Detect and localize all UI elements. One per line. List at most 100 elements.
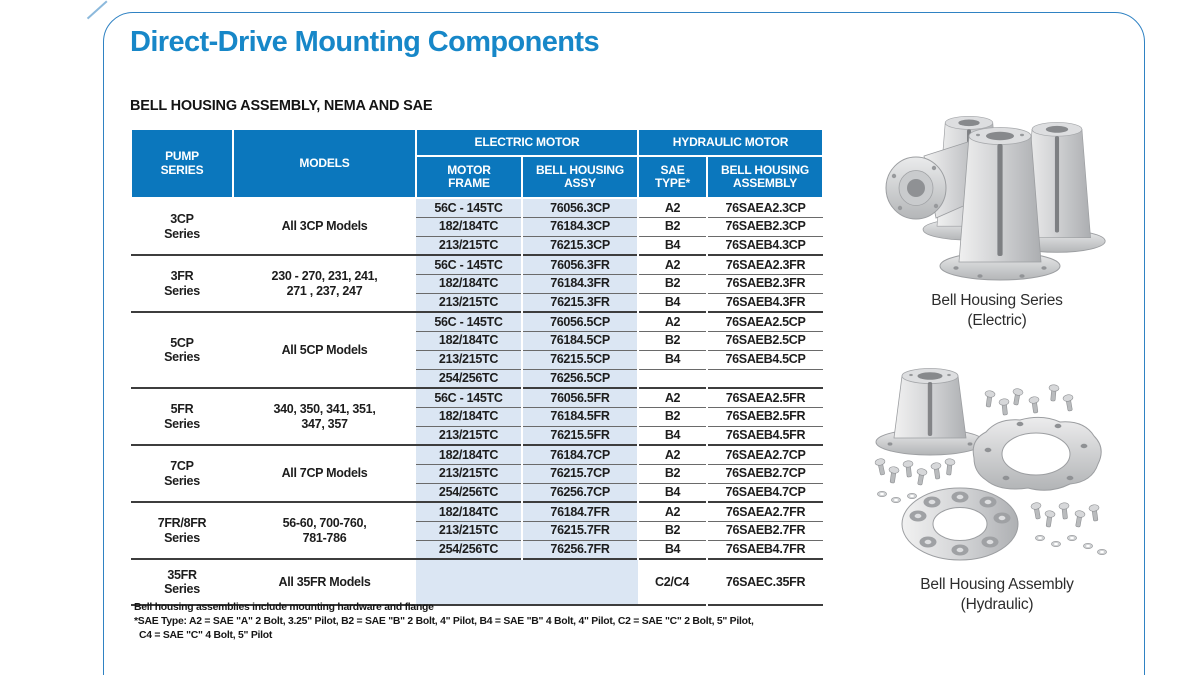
cell-bell-housing-assembly: 76SAEB2.3FR [707, 274, 824, 294]
table-row: 213/215TC 76215.5FR B4 76SAEB4.5FR [131, 426, 823, 445]
footnote-sae-type-cont: C4 = SAE "C" 4 Bolt, 5" Pilot [139, 629, 273, 641]
bell-housing-hydraulic-photo [874, 368, 1108, 561]
group-5cp: 5CP Series All 5CP Models 56C - 145TC 76… [131, 312, 824, 388]
cell-pump-series: 7FR/8FR Series [157, 516, 207, 545]
cell-sae-type: B2 [638, 521, 709, 541]
cell-bell-housing-assembly: 76SAEB4.3CP [725, 238, 806, 253]
cell-bell-housing-assy: 76256.7FR [522, 540, 640, 559]
cell-motor-frame: 213/215TC [416, 426, 523, 445]
cell-bell-housing-assy: 76215.3CP [522, 236, 640, 255]
header-bell-housing-assy: BELL HOUSING ASSY [520, 155, 640, 199]
table-row: 213/215TC 76215.5CP B4 76SAEB4.5CP [131, 350, 824, 370]
cell-bell-housing-assy: 76184.5CP [522, 331, 640, 351]
header-electric-motor: ELECTRIC MOTOR [414, 128, 640, 157]
cell-pump-series: 5FR Series [164, 402, 200, 431]
header-pump-series: PUMP SERIES [130, 128, 234, 199]
caption-electric-line1: Bell Housing Series [931, 292, 1063, 309]
cell-pump-series: 3CP Series [164, 212, 200, 241]
cell-motor-frame: 254/256TC [416, 369, 523, 388]
caption-hydraulic-line1: Bell Housing Assembly [920, 576, 1074, 593]
header-hydraulic-motor: HYDRAULIC MOTOR [637, 128, 825, 157]
cell-motor-frame: 56C - 145TC [416, 255, 523, 275]
table-row: 254/256TC 76256.7CP B4 76SAEB4.7CP [131, 483, 823, 502]
bell-housing-electric-photo [885, 115, 1106, 281]
cell-sae-type: B2 [638, 217, 709, 237]
cell-sae-type: B4 [638, 540, 709, 559]
cell-motor-frame: 213/215TC [416, 293, 523, 312]
cell-bell-housing-assembly: 76SAEA2.3FR [707, 255, 824, 275]
caption-electric: Bell Housing Series (Electric) [872, 291, 1122, 331]
cell-bell-housing-assembly: 76SAEB4.5FR [725, 428, 806, 443]
cell-sae-type: B2 [638, 464, 709, 484]
group-3cp: 3CP Series All 3CP Models 56C - 145TC 76… [131, 198, 824, 255]
cell-bell-housing-assy: 76056.3CP [522, 198, 640, 218]
cell-motor-frame: 182/184TC [416, 331, 523, 351]
cell-bell-housing-assy: 76184.7CP [522, 445, 640, 465]
cell-bell-housing-assembly: 76SAEC.35FR [725, 574, 806, 589]
cell-bell-housing-assy: 76215.3FR [522, 293, 640, 312]
cell-bell-housing-assy: 76215.5CP [522, 350, 640, 370]
cell-motor-frame: 182/184TC [416, 407, 523, 427]
cell-motor-frame-empty [416, 559, 639, 605]
header-motor-frame: MOTOR FRAME [415, 155, 523, 199]
cell-models: 230 - 270, 231, 241, 271 , 237, 247 [271, 269, 378, 298]
cell-bell-housing-assy: 76056.3FR [522, 255, 640, 275]
cell-motor-frame: 56C - 145TC [416, 388, 523, 408]
cell-sae-type: A2 [638, 312, 709, 332]
header-sae-type: SAE TYPE* [637, 155, 709, 199]
cell-motor-frame: 213/215TC [416, 521, 523, 541]
cell-sae-type: A2 [638, 502, 709, 522]
cell-models: All 7CP Models [281, 466, 368, 481]
cell-sae-type: A2 [638, 445, 709, 465]
cell-motor-frame: 254/256TC [416, 483, 523, 502]
cell-pump-series: 3FR Series [164, 269, 200, 298]
cell-bell-housing-assembly: 76SAEB4.7FR [725, 542, 806, 557]
cell-bell-housing-assy: 76056.5FR [522, 388, 640, 408]
cell-motor-frame: 56C - 145TC [416, 198, 523, 218]
cell-motor-frame: 182/184TC [416, 502, 523, 522]
cell-models: 56-60, 700-760, 781-786 [282, 516, 367, 545]
cell-bell-housing-assembly: 76SAEB2.5FR [707, 407, 824, 427]
bell-housing-table: PUMP SERIES MODELS ELECTRIC MOTOR HYDRAU… [130, 128, 825, 606]
cell-bell-housing-assembly: 76SAEB2.3CP [707, 217, 824, 237]
cell-sae-type: B2 [638, 331, 709, 351]
cell-bell-housing-assy: 76215.5FR [522, 426, 640, 445]
caption-hydraulic: Bell Housing Assembly (Hydraulic) [868, 575, 1126, 615]
cell-motor-frame: 213/215TC [416, 464, 523, 484]
cell-pump-series: 7CP Series [164, 459, 200, 488]
caption-electric-line2: (Electric) [967, 311, 1027, 329]
cell-sae-type: B2 [638, 407, 709, 427]
section-heading: BELL HOUSING ASSEMBLY, NEMA AND SAE [130, 98, 433, 114]
cell-bell-housing-assembly: 76SAEB4.5CP [707, 350, 824, 370]
cell-sae-type: A2 [638, 388, 709, 408]
cell-bell-housing-assembly: 76SAEA2.5FR [707, 388, 824, 408]
cell-pump-series: 35FR Series [164, 567, 200, 596]
cell-motor-frame: 254/256TC [416, 540, 523, 559]
cell-models: All 5CP Models [281, 342, 368, 357]
table-row: 35FR Series All 35FR Models C2/C4 76SAEC… [131, 559, 823, 605]
page-frame [103, 12, 1145, 675]
cell-bell-housing-assembly: 76SAEA2.7FR [707, 502, 824, 522]
group-5fr: 5FR Series 340, 350, 341, 351, 347, 357 … [131, 388, 824, 445]
cell-motor-frame: 182/184TC [416, 274, 523, 294]
table-row: 182/184TC 76184.5CP B2 76SAEB2.5CP [131, 331, 824, 351]
group-7fr-8fr: 7FR/8FR Series 56-60, 700-760, 781-786 1… [131, 502, 824, 559]
table-row: 5CP Series All 5CP Models 56C - 145TC 76… [131, 312, 824, 364]
table-row: 213/215TC 76215.3CP B4 76SAEB4.3CP [131, 236, 823, 255]
cell-pump-series: 5CP Series [164, 335, 200, 364]
cell-sae-type: B4 [638, 483, 709, 502]
table-row: 213/215TC 76215.7FR B2 76SAEB2.7FR [131, 521, 824, 541]
table-row: 182/184TC 76184.5FR B2 76SAEB2.5FR [131, 407, 824, 427]
cell-motor-frame: 56C - 145TC [416, 312, 523, 332]
table-row: 254/256TC 76256.5CP [131, 369, 823, 388]
page-corner-tick [86, 0, 108, 20]
cell-bell-housing-assembly: 76SAEA2.7CP [707, 445, 824, 465]
cell-bell-housing-assy: 76056.5CP [522, 312, 640, 332]
figure-electric: Bell Housing Series (Electric) [872, 112, 1122, 331]
cell-bell-housing-assy: 76184.3FR [522, 274, 640, 294]
cell-sae-type: A2 [638, 198, 709, 218]
cell-models: All 3CP Models [281, 219, 368, 234]
cell-motor-frame: 182/184TC [416, 217, 523, 237]
cell-bell-housing-assembly: 76SAEB4.7CP [725, 485, 806, 500]
